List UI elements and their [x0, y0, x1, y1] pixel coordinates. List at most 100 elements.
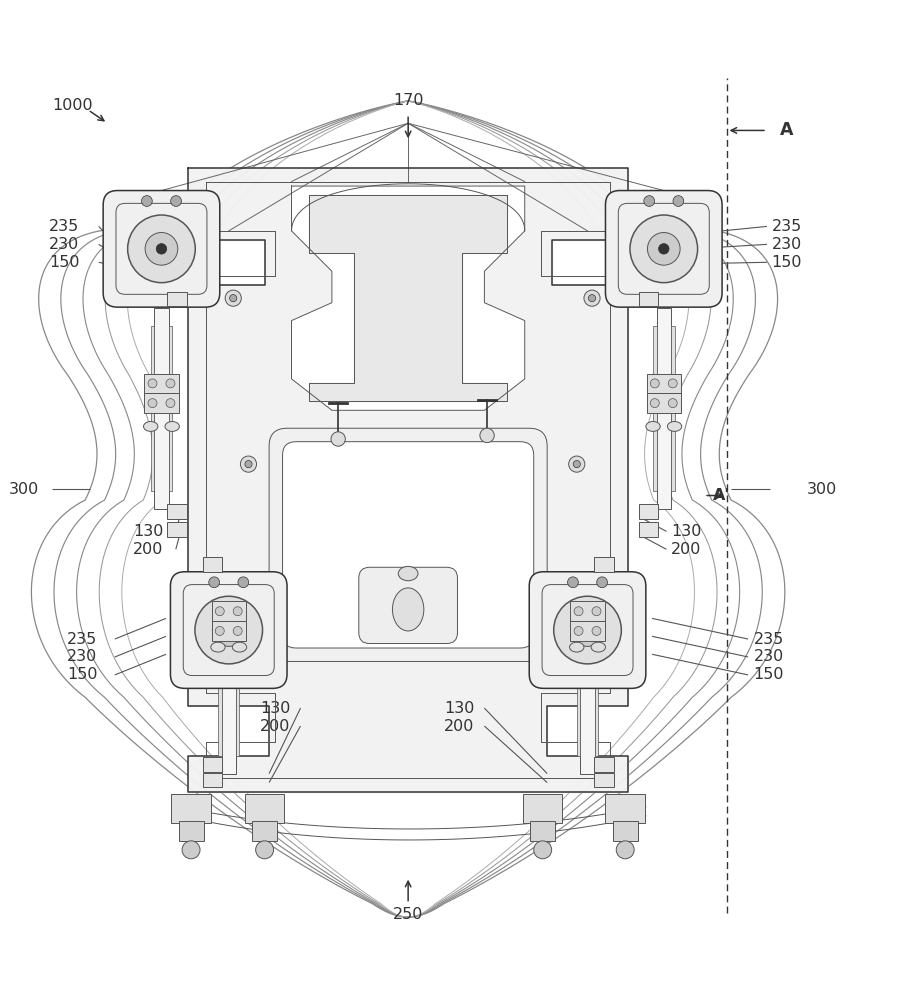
Ellipse shape	[392, 588, 423, 631]
Bar	[245, 794, 284, 823]
Bar	[639, 292, 658, 306]
Bar	[171, 794, 211, 823]
Circle shape	[148, 399, 157, 408]
Text: 170: 170	[393, 93, 423, 108]
Bar	[530, 821, 555, 841]
Bar	[236, 591, 239, 756]
FancyBboxPatch shape	[529, 572, 646, 688]
Circle shape	[256, 841, 274, 859]
Bar	[169, 326, 172, 491]
Circle shape	[238, 577, 248, 588]
Circle shape	[480, 428, 494, 443]
Ellipse shape	[667, 422, 682, 431]
Text: 200: 200	[444, 719, 475, 734]
Bar	[167, 522, 187, 537]
Bar	[151, 326, 154, 491]
Bar	[594, 757, 614, 772]
Ellipse shape	[165, 422, 179, 431]
Text: 200: 200	[260, 719, 291, 734]
Bar	[144, 393, 179, 413]
Text: 235: 235	[753, 632, 784, 647]
FancyBboxPatch shape	[605, 191, 722, 307]
Circle shape	[166, 379, 175, 388]
Bar	[252, 821, 277, 841]
Circle shape	[148, 379, 157, 388]
Text: 235: 235	[49, 219, 80, 234]
Circle shape	[648, 233, 680, 265]
Circle shape	[582, 625, 593, 635]
Circle shape	[534, 841, 552, 859]
Circle shape	[553, 596, 622, 664]
Ellipse shape	[398, 566, 418, 581]
Circle shape	[673, 196, 684, 206]
Text: 235: 235	[67, 632, 98, 647]
Circle shape	[650, 379, 659, 388]
Circle shape	[597, 577, 607, 588]
Circle shape	[588, 295, 596, 302]
Polygon shape	[188, 168, 628, 792]
Text: 230: 230	[771, 237, 802, 252]
Circle shape	[170, 196, 181, 206]
Bar	[577, 591, 580, 756]
Bar	[222, 574, 236, 774]
Circle shape	[223, 625, 234, 635]
Ellipse shape	[144, 422, 158, 431]
Bar	[647, 393, 681, 413]
Text: 230: 230	[49, 237, 80, 252]
Circle shape	[668, 379, 677, 388]
FancyBboxPatch shape	[170, 572, 287, 688]
Text: 150: 150	[771, 255, 802, 270]
Bar	[154, 308, 169, 509]
Circle shape	[209, 577, 220, 588]
Text: 250: 250	[393, 907, 423, 922]
Ellipse shape	[570, 642, 584, 652]
Text: 130: 130	[671, 524, 701, 539]
Text: 130: 130	[260, 701, 291, 716]
Circle shape	[245, 461, 252, 468]
Polygon shape	[292, 186, 525, 410]
FancyBboxPatch shape	[269, 428, 547, 661]
Circle shape	[230, 295, 237, 302]
Text: 235: 235	[771, 219, 802, 234]
Circle shape	[145, 233, 178, 265]
Text: A': A'	[713, 488, 730, 503]
Circle shape	[195, 596, 263, 664]
Circle shape	[127, 215, 196, 283]
Text: 130: 130	[133, 524, 163, 539]
Bar	[657, 308, 671, 509]
Bar	[167, 504, 187, 519]
Circle shape	[616, 841, 634, 859]
Ellipse shape	[211, 642, 225, 652]
Bar	[570, 621, 605, 641]
Text: A: A	[780, 121, 794, 139]
Circle shape	[156, 244, 167, 254]
Circle shape	[574, 607, 583, 616]
Polygon shape	[292, 184, 525, 231]
Text: 300: 300	[807, 482, 838, 497]
Bar	[203, 757, 222, 772]
Bar	[647, 374, 681, 393]
Bar	[203, 557, 222, 572]
Circle shape	[630, 215, 698, 283]
Circle shape	[182, 841, 200, 859]
Circle shape	[233, 626, 242, 635]
Text: 200: 200	[671, 542, 701, 557]
Circle shape	[668, 399, 677, 408]
Circle shape	[573, 461, 580, 468]
Bar	[639, 522, 658, 537]
Bar	[613, 821, 638, 841]
Circle shape	[568, 577, 579, 588]
Circle shape	[644, 196, 655, 206]
Polygon shape	[309, 195, 507, 401]
Circle shape	[650, 399, 659, 408]
FancyBboxPatch shape	[359, 567, 457, 644]
Bar	[218, 591, 222, 756]
Text: 150: 150	[49, 255, 80, 270]
Text: 230: 230	[67, 649, 98, 664]
Circle shape	[584, 290, 600, 306]
Circle shape	[331, 432, 345, 446]
Circle shape	[592, 626, 601, 635]
Bar	[595, 591, 598, 756]
Circle shape	[215, 607, 224, 616]
Text: 150: 150	[753, 667, 784, 682]
